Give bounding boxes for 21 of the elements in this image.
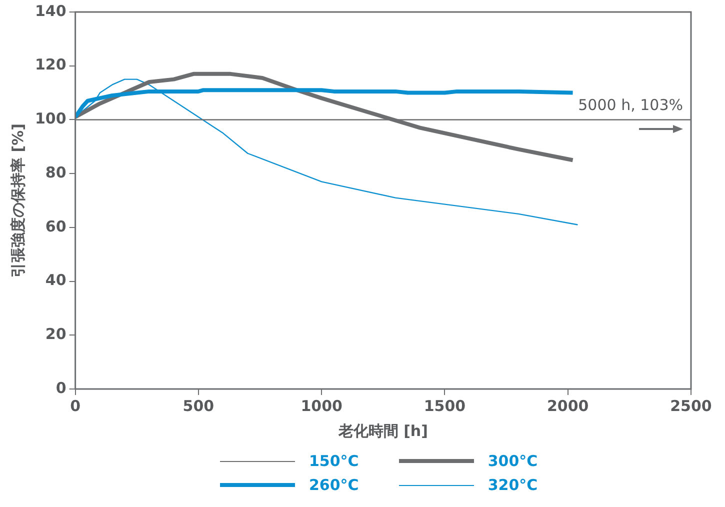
y-tick-label: 20 bbox=[45, 325, 66, 344]
y-tick-label: 40 bbox=[45, 271, 66, 290]
annotation: 5000 h, 103% bbox=[578, 96, 683, 114]
x-tick-label: 2500 bbox=[670, 396, 712, 415]
y-tick-label: 60 bbox=[45, 217, 66, 236]
x-axis-title: 老化時間 [h] bbox=[337, 422, 428, 440]
x-tick-label: 1500 bbox=[424, 396, 466, 415]
legend-label: 320°C bbox=[488, 476, 538, 494]
y-tick-label: 140 bbox=[35, 2, 66, 20]
y-tick-label: 80 bbox=[45, 163, 66, 182]
legend-label: 300°C bbox=[488, 452, 538, 470]
legend-label: 260°C bbox=[309, 476, 359, 494]
y-tick-label: 120 bbox=[35, 56, 66, 74]
x-tick-label: 1000 bbox=[300, 396, 342, 415]
y-tick-label: 100 bbox=[35, 110, 66, 128]
y-tick-label: 0 bbox=[56, 378, 66, 397]
x-tick-label: 2000 bbox=[546, 396, 589, 415]
y-axis-title: 引張強度の保持率 [%] bbox=[8, 124, 27, 278]
legend-label: 150°C bbox=[309, 452, 359, 470]
x-tick-label: 0 bbox=[70, 396, 81, 415]
x-tick-label: 500 bbox=[182, 396, 214, 415]
